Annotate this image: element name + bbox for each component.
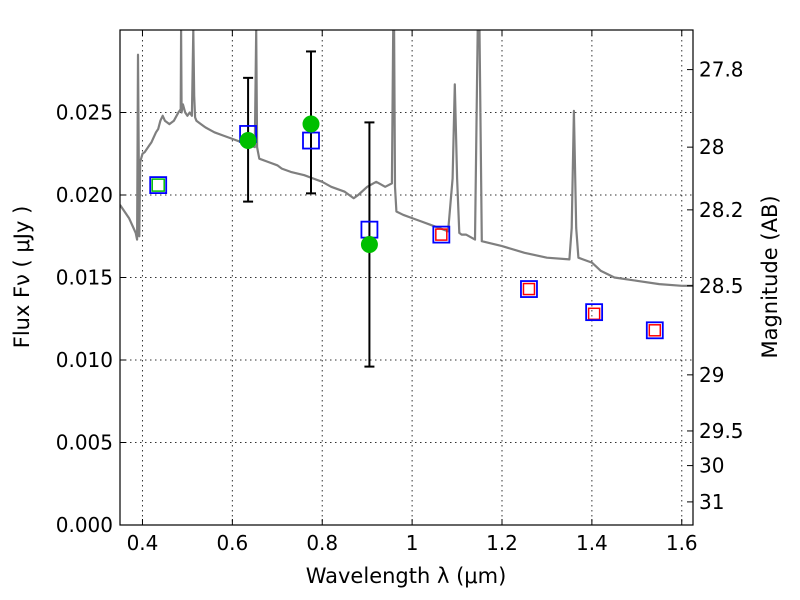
predicted-box-marker (648, 324, 662, 337)
x-tick-label: 1 (406, 531, 419, 555)
observed-point (239, 132, 257, 150)
y-tick-label: 0.025 (56, 101, 113, 125)
observed-point (302, 115, 320, 133)
y2-tick-label: 29 (699, 363, 724, 387)
x-tick-label: 0.8 (306, 531, 338, 555)
observed-box-marker (151, 178, 165, 192)
model-box-marker (645, 321, 664, 340)
y2-tick-label: 30 (699, 454, 724, 478)
data-layer (120, 30, 693, 287)
y-tick-label: 0.015 (56, 266, 113, 290)
predicted-box-marker (435, 228, 448, 241)
x-tick-label: 0.4 (127, 531, 159, 555)
y-tick-label: 0.000 (56, 513, 113, 537)
y-tick-label: 0.005 (56, 431, 113, 455)
y2-tick-label: 31 (699, 490, 724, 514)
model-box-marker (432, 225, 451, 244)
model-box-marker (149, 176, 168, 195)
y2-tick-label: 28 (699, 135, 724, 159)
y-tick-label: 0.020 (56, 183, 113, 207)
model-box-marker (520, 280, 538, 298)
predicted-box-marker (587, 307, 601, 321)
model-box-marker (585, 303, 604, 322)
predicted-box-marker (522, 282, 536, 296)
x-tick-label: 0.6 (216, 531, 248, 555)
y2-tick-label: 28.2 (699, 198, 744, 222)
marker-layer (149, 50, 664, 368)
y-axis-label: Flux Fν ( μJy ) (10, 206, 34, 349)
x-tick-label: 1.4 (576, 531, 608, 555)
grid (120, 30, 693, 525)
y2-tick-label: 27.8 (699, 58, 744, 82)
y2-tick-label: 29.5 (699, 419, 744, 443)
y2-axis-label: Magnitude (AB) (758, 195, 782, 358)
ticks: 0.4 0.6 0.8 1 1.2 1.4 1.6 0.000 0.005 0.010 0.015 0… (56, 30, 744, 555)
y-tick-label: 0.010 (56, 348, 113, 372)
x-axis-label: Wavelength λ (μm) (306, 564, 507, 588)
template-spectrum-line (120, 30, 693, 287)
observed-point (360, 236, 378, 253)
y2-tick-label: 28.5 (699, 274, 744, 298)
x-tick-label: 1.6 (666, 531, 698, 555)
x-tick-label: 1.2 (486, 531, 518, 555)
